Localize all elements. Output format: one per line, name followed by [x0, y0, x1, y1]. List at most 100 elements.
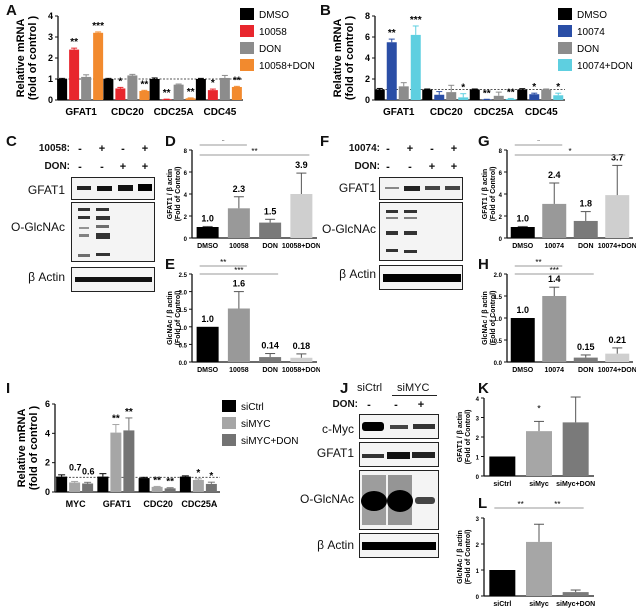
svg-text:*: * [209, 471, 213, 482]
svg-text:**: ** [518, 500, 524, 509]
sign: - [78, 143, 82, 155]
svg-text:0.5: 0.5 [494, 339, 503, 345]
svg-text:1.8: 1.8 [579, 199, 592, 209]
svg-text:GlcNAc / β actin(Fold of Contr: GlcNAc / β actin(Fold of Control) [457, 530, 472, 585]
svg-text:2: 2 [476, 436, 480, 442]
svg-text:3: 3 [476, 417, 480, 423]
svg-text:2.3: 2.3 [233, 184, 246, 194]
svg-text:*: * [211, 78, 215, 89]
svg-text:**: ** [153, 475, 161, 486]
svg-text:*: * [537, 140, 540, 146]
sign: + [98, 143, 106, 155]
svg-text:*: * [568, 147, 571, 156]
svg-text:10074+DON: 10074+DON [598, 243, 636, 250]
svg-text:CDC25A: CDC25A [181, 499, 218, 509]
svg-text:GlcNAc / β actin(Fold of Contr: GlcNAc / β actin(Fold of Control) [482, 291, 497, 346]
chart-l-glcnac-bar: 0 1 2 3 GlcNAc / β actin(Fold of Control) siC… [457, 500, 595, 608]
sign: + [417, 399, 425, 411]
svg-text:0.6: 0.6 [82, 466, 95, 476]
sign: - [408, 161, 412, 173]
svg-text:**: ** [251, 147, 257, 156]
svg-text:siMYC: siMYC [241, 419, 270, 430]
svg-text:10058+DON: 10058+DON [259, 61, 315, 72]
sign: + [141, 143, 149, 155]
treatment-label: 10058: [38, 143, 70, 154]
svg-text:0.7: 0.7 [69, 463, 82, 473]
svg-text:1.0: 1.0 [516, 305, 529, 315]
svg-text:3.7: 3.7 [611, 152, 624, 162]
sign: + [119, 161, 127, 173]
panel-label-h: H [478, 256, 489, 273]
panel-label-c: C [6, 133, 17, 150]
sign: + [406, 143, 414, 155]
svg-text:8: 8 [499, 149, 503, 155]
svg-text:1.6: 1.6 [233, 279, 246, 289]
blot-row-label: β Actin [317, 538, 354, 552]
sign: - [430, 143, 434, 155]
svg-text:1.5: 1.5 [179, 308, 188, 314]
svg-text:GFAT1: GFAT1 [65, 107, 97, 118]
svg-text:siMyc: siMyc [529, 481, 549, 488]
svg-text:**: ** [233, 75, 241, 86]
svg-text:GlcNAc / β actin(Fold of Contr: GlcNAc / β actin(Fold of Control) [167, 291, 182, 346]
svg-text:10058: 10058 [229, 367, 249, 374]
treatment-label: DON: [332, 399, 358, 410]
svg-text:2.0: 2.0 [494, 273, 503, 279]
svg-text:8: 8 [365, 11, 370, 21]
svg-text:4: 4 [48, 11, 53, 21]
svg-text:Relative mRNA(fold of control: Relative mRNA(fold of control ) [332, 16, 356, 101]
svg-text:1.0: 1.0 [516, 213, 529, 223]
svg-text:**: ** [125, 407, 133, 418]
svg-text:1.5: 1.5 [494, 295, 503, 301]
treatment-label: DON: [354, 161, 380, 172]
svg-text:DMSO: DMSO [197, 243, 219, 250]
svg-text:0: 0 [365, 95, 370, 105]
sign: + [450, 143, 458, 155]
svg-text:8: 8 [184, 149, 188, 155]
svg-text:0: 0 [476, 475, 480, 481]
svg-text:10058: 10058 [259, 27, 287, 38]
panel-label-b: B [320, 2, 331, 19]
panel-label-e: E [165, 256, 176, 273]
svg-text:1.5: 1.5 [264, 206, 277, 216]
chart-h-glcnac-bar: 0.0 0.5 1.0 1.5 2.0 GlcNAc / β actin(Fold of … [482, 258, 636, 374]
svg-text:10074+DON: 10074+DON [577, 61, 633, 72]
panel-label-i: I [6, 380, 11, 397]
svg-text:DON: DON [577, 44, 599, 55]
svg-text:CDC20: CDC20 [430, 107, 463, 118]
svg-text:2: 2 [184, 215, 188, 221]
svg-text:0: 0 [45, 487, 50, 497]
svg-text:6: 6 [499, 171, 503, 177]
svg-text:0.14: 0.14 [261, 341, 279, 351]
svg-text:0: 0 [48, 95, 53, 105]
sign: - [386, 161, 390, 173]
svg-text:DMSO: DMSO [259, 10, 289, 21]
sign: - [367, 399, 371, 411]
svg-text:0.15: 0.15 [577, 342, 595, 352]
treatment-label: DON: [44, 161, 70, 172]
svg-text:2.4: 2.4 [548, 170, 561, 180]
svg-text:DON: DON [262, 367, 278, 374]
svg-text:6: 6 [365, 32, 370, 42]
svg-text:**: ** [388, 28, 396, 39]
blot-band-gfat1 [71, 177, 155, 200]
group-underline [392, 395, 437, 396]
blot-band-o-glcnac [71, 202, 155, 262]
blot-row-label: GFAT1 [338, 181, 376, 195]
svg-text:10058+DON: 10058+DON [282, 243, 320, 250]
svg-text:**: ** [507, 87, 515, 98]
sign: + [141, 161, 149, 173]
svg-text:CDC20: CDC20 [111, 107, 144, 118]
blot-band-gfat1 [359, 442, 439, 467]
svg-text:4: 4 [184, 193, 188, 199]
group-label-sictrl: siCtrl [357, 382, 383, 394]
svg-text:2: 2 [45, 458, 50, 468]
svg-text:10074: 10074 [577, 27, 605, 38]
svg-text:*: * [537, 403, 541, 413]
sign: + [450, 161, 458, 173]
svg-text:**: ** [70, 37, 78, 48]
svg-text:DMSO: DMSO [512, 367, 534, 374]
svg-text:1.0: 1.0 [201, 213, 214, 223]
